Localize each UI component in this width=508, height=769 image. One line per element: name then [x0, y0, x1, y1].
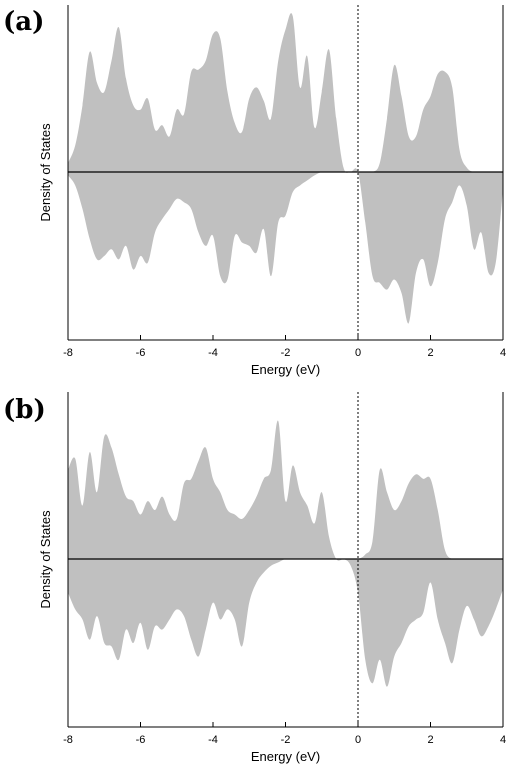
x-tick-label: 4	[500, 734, 506, 746]
x-axis-title: Energy (eV)	[251, 362, 320, 377]
y-axis-title: Density of States	[38, 123, 53, 222]
x-tick-label: 2	[427, 347, 433, 359]
x-tick-label: -8	[63, 347, 73, 359]
x-tick-label: 2	[427, 734, 433, 746]
dos-area-spin-up	[68, 420, 503, 561]
x-tick-label: -6	[136, 734, 146, 746]
dos-area-spin-down	[68, 558, 503, 687]
x-tick-label: -4	[208, 347, 218, 359]
dos-area-spin-up	[68, 13, 503, 173]
panel-label: (a)	[3, 7, 44, 37]
dos-area-spin-down	[68, 168, 503, 324]
x-tick-label: -2	[281, 347, 291, 359]
x-tick-label: 0	[355, 734, 361, 746]
x-tick-label: -4	[208, 734, 218, 746]
x-tick-label: 4	[500, 347, 506, 359]
x-tick-label: 0	[355, 347, 361, 359]
dos-panel-b: -8 -6 -4 -2 0 2 4 Energy (eV) Density of States (…	[3, 392, 506, 764]
panel-label: (b)	[3, 395, 46, 425]
y-axis-title: Density of States	[38, 510, 53, 609]
x-tick-label: -6	[136, 347, 146, 359]
x-tick-label: -8	[63, 734, 73, 746]
dos-panel-a: -8 -6 -4 -2 0 2 4 Energy (eV) Density of States (…	[3, 5, 506, 377]
x-axis-title: Energy (eV)	[251, 749, 320, 764]
x-tick-label: -2	[281, 734, 291, 746]
